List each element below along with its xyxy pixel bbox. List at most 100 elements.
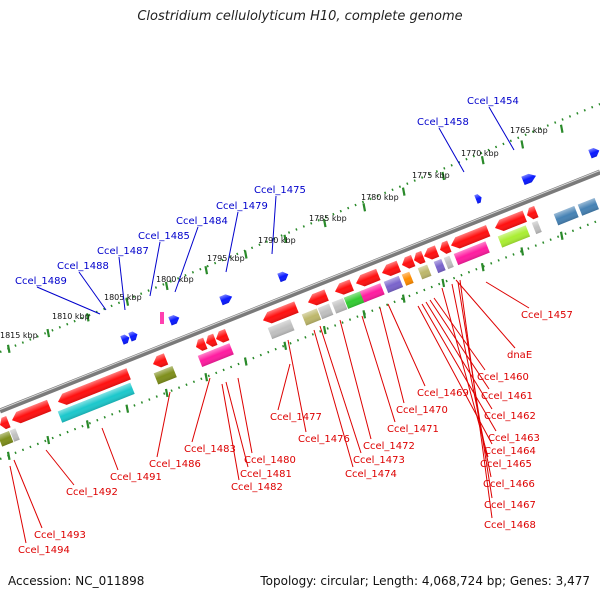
small-pink-gene[interactable] — [160, 312, 164, 324]
forward-gene[interactable] — [588, 146, 600, 159]
cog-box[interactable] — [433, 258, 446, 274]
red-gene-label[interactable]: Ccel_1476 — [298, 434, 350, 445]
red-gene-label[interactable]: Ccel_1491 — [110, 472, 162, 483]
blue-gene-label[interactable]: Ccel_1454 — [467, 96, 519, 107]
ruler-tick — [204, 266, 209, 275]
forward-gene[interactable] — [128, 330, 139, 342]
reverse-gene[interactable] — [400, 255, 416, 271]
reverse-gene[interactable] — [354, 268, 381, 289]
cog-box[interactable] — [153, 365, 177, 385]
cog-box[interactable] — [553, 206, 579, 226]
cog-box[interactable] — [497, 225, 531, 248]
cog-box[interactable] — [0, 430, 14, 447]
forward-gene[interactable] — [219, 292, 233, 306]
red-leader-line — [191, 377, 211, 443]
blue-gene-label[interactable]: Ccel_1489 — [15, 276, 67, 287]
blue-gene-label[interactable]: Ccel_1487 — [97, 246, 149, 257]
reverse-gene[interactable] — [56, 368, 131, 407]
reverse-gene[interactable] — [151, 353, 169, 369]
blue-leader-line — [78, 271, 107, 311]
cog-box[interactable] — [9, 428, 20, 442]
cog-box[interactable] — [417, 264, 432, 280]
ruler-tick — [283, 234, 288, 243]
cog-box[interactable] — [317, 303, 334, 320]
ruler-tick — [322, 325, 327, 335]
reverse-gene[interactable] — [449, 225, 491, 251]
cog-box[interactable] — [301, 308, 322, 326]
red-gene-label[interactable]: Ccel_1480 — [244, 455, 296, 466]
cog-box[interactable] — [453, 241, 490, 266]
red-gene-label[interactable]: Ccel_1473 — [353, 455, 405, 466]
forward-gene[interactable] — [120, 333, 131, 345]
cog-box[interactable] — [197, 343, 234, 367]
reverse-gene[interactable] — [214, 329, 230, 345]
reverse-gene[interactable] — [0, 416, 11, 430]
ruler-tick — [125, 297, 130, 306]
cog-box[interactable] — [383, 275, 404, 293]
red-gene-label[interactable]: Ccel_1467 — [484, 500, 536, 511]
blue-gene-label[interactable]: Ccel_1475 — [254, 185, 306, 196]
red-gene-label[interactable]: Ccel_1465 — [480, 459, 532, 470]
red-gene-label[interactable]: Ccel_1470 — [396, 405, 448, 416]
ruler-tick — [480, 262, 485, 272]
reverse-gene[interactable] — [333, 279, 354, 297]
forward-gene[interactable] — [521, 172, 537, 186]
reverse-gene[interactable] — [493, 210, 527, 234]
red-gene-label[interactable]: Ccel_1493 — [34, 530, 86, 541]
red-gene-label[interactable]: Ccel_1469 — [417, 388, 469, 399]
reverse-gene[interactable] — [525, 206, 539, 221]
cog-box[interactable] — [331, 298, 348, 314]
red-gene-label[interactable]: Ccel_1471 — [387, 424, 439, 435]
cog-box[interactable] — [343, 290, 367, 309]
reverse-gene[interactable] — [194, 337, 208, 353]
blue-gene-label[interactable]: Ccel_1485 — [138, 231, 190, 242]
red-gene-label[interactable]: Ccel_1486 — [149, 459, 201, 470]
cog-box[interactable] — [577, 197, 599, 216]
red-gene-label[interactable]: Ccel_1464 — [484, 446, 536, 457]
forward-gene[interactable] — [277, 270, 290, 283]
blue-gene-label[interactable]: Ccel_1458 — [417, 117, 469, 128]
red-gene-label[interactable]: Ccel_1481 — [240, 469, 292, 480]
red-gene-label[interactable]: Ccel_1468 — [484, 520, 536, 531]
red-gene-label[interactable]: Ccel_1461 — [481, 391, 533, 402]
red-gene-label[interactable]: Ccel_1483 — [184, 444, 236, 455]
forward-gene[interactable] — [168, 313, 181, 326]
reverse-gene[interactable] — [380, 260, 401, 279]
red-gene-label[interactable]: Ccel_1477 — [270, 412, 322, 423]
blue-leader-line — [438, 127, 465, 173]
cog-box[interactable] — [57, 382, 135, 423]
reverse-gene[interactable] — [438, 240, 452, 256]
ruler-tick — [125, 404, 130, 413]
red-leader-line — [221, 383, 240, 481]
reverse-gene[interactable] — [261, 301, 299, 325]
red-gene-label[interactable]: dnaE — [507, 350, 532, 361]
cog-box[interactable] — [359, 283, 385, 303]
red-gene-label[interactable]: Ccel_1492 — [66, 487, 118, 498]
cog-box[interactable] — [443, 255, 454, 270]
reverse-gene[interactable] — [412, 250, 426, 266]
red-gene-label[interactable]: Ccel_1463 — [488, 433, 540, 444]
red-gene-label[interactable]: Ccel_1460 — [477, 372, 529, 383]
cog-box[interactable] — [401, 271, 414, 286]
red-gene-label[interactable]: Ccel_1457 — [521, 310, 573, 321]
blue-gene-label[interactable]: Ccel_1479 — [216, 201, 268, 212]
blue-gene-label[interactable]: Ccel_1484 — [176, 216, 228, 227]
ruler-tick — [401, 187, 406, 196]
red-gene-label[interactable]: Ccel_1466 — [483, 479, 535, 490]
forward-gene[interactable] — [474, 193, 483, 204]
red-leader-line — [387, 303, 426, 387]
red-gene-label[interactable]: Ccel_1462 — [484, 411, 536, 422]
cog-box[interactable] — [267, 319, 295, 340]
reverse-gene[interactable] — [204, 333, 218, 349]
reverse-gene[interactable] — [306, 289, 329, 308]
reverse-gene[interactable] — [422, 245, 440, 262]
reverse-gene[interactable] — [10, 399, 52, 426]
red-gene-label[interactable]: Ccel_1482 — [231, 482, 283, 493]
red-gene-label[interactable]: Ccel_1472 — [363, 441, 415, 452]
red-gene-label[interactable]: Ccel_1494 — [18, 545, 70, 556]
cog-box[interactable] — [531, 220, 542, 235]
blue-gene-label[interactable]: Ccel_1488 — [57, 261, 109, 272]
red-leader-line — [13, 459, 43, 529]
red-gene-label[interactable]: Ccel_1474 — [345, 469, 397, 480]
